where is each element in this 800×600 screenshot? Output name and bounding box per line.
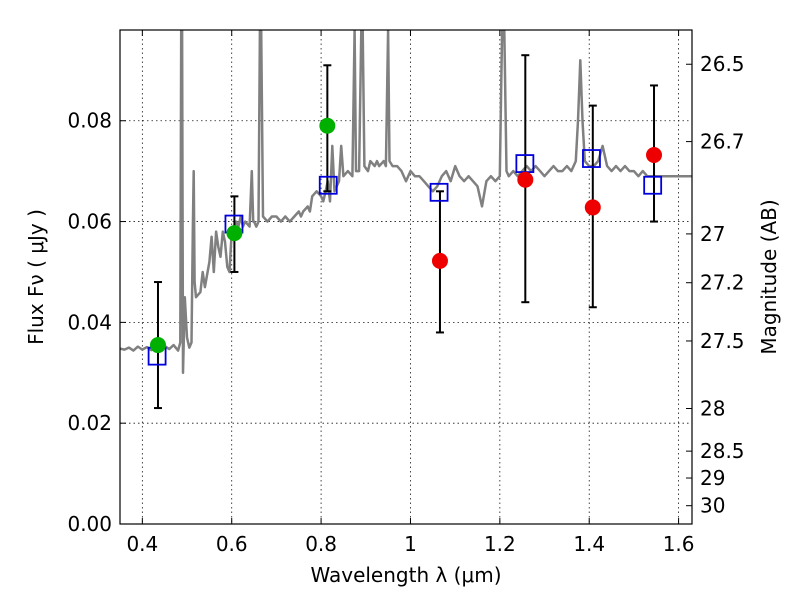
y2-tick-label: 27 <box>700 222 725 246</box>
x-tick-label: 0.4 <box>126 532 158 556</box>
y2-axis-label: Magnitude (AB) <box>757 199 781 354</box>
y-axis-label: Flux Fν ( μJy ) <box>24 209 48 345</box>
model-box-marker <box>643 175 663 195</box>
model-box-marker <box>318 175 338 195</box>
y-tick-label: 0.08 <box>67 109 112 133</box>
y2-tick-label: 30 <box>700 494 725 518</box>
green-data-point <box>226 225 243 242</box>
y2-tick-label: 26.5 <box>700 52 745 76</box>
x-tick-label: 1.4 <box>573 532 605 556</box>
green-data-point <box>319 117 336 134</box>
x-axis-label: Wavelength λ (μm) <box>310 563 501 587</box>
y-tick-label: 0.06 <box>67 210 112 234</box>
red-data-point <box>431 252 448 269</box>
x-tick-label: 1.6 <box>663 532 695 556</box>
model-spectrum <box>120 30 692 375</box>
spectrum-line <box>120 30 692 375</box>
x-tick-label: 1.2 <box>484 532 516 556</box>
red-data-point <box>517 171 534 188</box>
x-tick-label: 0.8 <box>305 532 337 556</box>
y2-tick-label: 27.2 <box>700 271 745 295</box>
y-tick-label: 0.04 <box>67 310 112 334</box>
y-tick-label: 0.00 <box>67 512 112 536</box>
data-points <box>147 54 663 410</box>
y2-tick-label: 27.5 <box>700 329 745 353</box>
plot-frame <box>119 29 693 525</box>
x-tick-label: 1 <box>404 532 417 556</box>
y2-tick-label: 26.7 <box>700 130 745 154</box>
y2-tick-label: 29 <box>700 466 725 490</box>
y2-tick-label: 28.5 <box>700 439 745 463</box>
y2-tick-label: 28 <box>700 397 725 421</box>
model-box-marker <box>429 182 449 202</box>
model-box-marker <box>582 149 601 168</box>
green-data-point <box>149 337 166 354</box>
red-data-point <box>646 147 663 164</box>
axis-ticks: 0.4 0.6 0.8 1 1.2 1.4 1.6 0.00 0.02 0.04 0.06 0.08 2… <box>67 30 745 556</box>
y-tick-label: 0.02 <box>67 411 112 435</box>
x-tick-label: 0.6 <box>216 532 248 556</box>
grid-lines <box>120 30 692 524</box>
red-data-point <box>584 199 601 216</box>
